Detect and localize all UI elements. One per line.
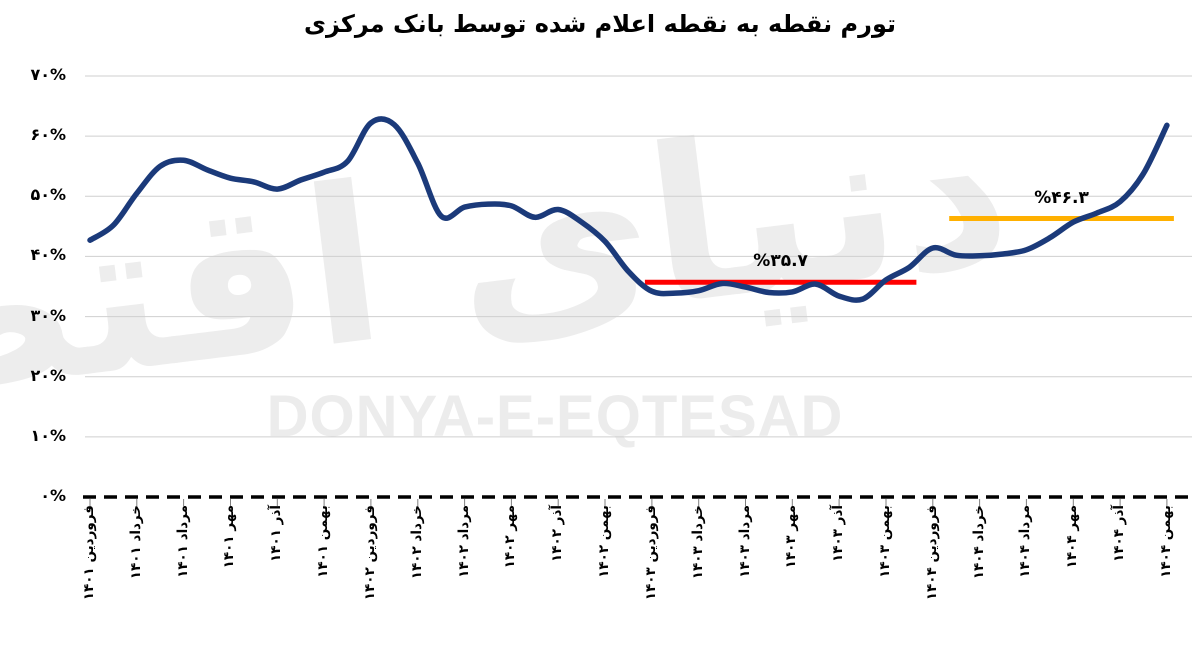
x-axis-label: آذر ۱۴۰۳ xyxy=(830,505,847,562)
x-axis-label: مرداد ۱۴۰۴ xyxy=(1017,505,1034,578)
x-axis-label: مرداد ۱۴۰۱ xyxy=(174,505,191,578)
x-axis-label: مرداد ۱۴۰۲ xyxy=(455,505,472,578)
y-axis-label: ۱۰% xyxy=(30,425,66,445)
x-axis-label: مرداد ۱۴۰۳ xyxy=(736,505,753,578)
x-axis-label: مهر ۱۴۰۳ xyxy=(783,505,800,569)
inflation-line-series xyxy=(87,116,1170,303)
x-axis-label: خرداد ۱۴۰۲ xyxy=(408,505,425,580)
y-axis-label: ۴۰% xyxy=(30,245,66,265)
annotation-label-orange: %۴۶.۳ xyxy=(1034,187,1089,208)
x-axis-label: فروردین ۱۴۰۲ xyxy=(361,505,378,601)
annotation-label-red: %۳۵.۷ xyxy=(753,251,808,272)
x-axis-label: آذر ۱۴۰۴ xyxy=(1111,505,1128,562)
x-axis-label: مهر ۱۴۰۱ xyxy=(221,505,238,569)
x-axis-label: فروردین ۱۴۰۳ xyxy=(642,505,659,601)
x-axis-label: بهمن ۱۴۰۴ xyxy=(1157,505,1174,578)
x-axis-label: فروردین ۱۴۰۴ xyxy=(923,505,940,601)
watermark-latin: DONYA-E-EQTESAD xyxy=(266,384,844,449)
x-axis-label: مهر ۱۴۰۲ xyxy=(502,505,519,569)
x-axis-label: بهمن ۱۴۰۳ xyxy=(876,505,893,578)
y-axis-label: ۶۰% xyxy=(30,125,66,145)
y-axis-label: ۷۰% xyxy=(30,65,66,84)
x-axis-label: خرداد ۱۴۰۱ xyxy=(127,505,144,580)
y-axis-label: ۵۰% xyxy=(30,185,66,205)
chart-title: تورم نقطه به نقطه اعلام شده توسط بانک مر… xyxy=(303,10,897,38)
x-axis-label: مهر ۱۴۰۴ xyxy=(1064,505,1081,569)
y-axis-label: ۳۰% xyxy=(30,305,66,325)
y-axis-label: ۰% xyxy=(40,486,66,505)
x-axis-label: فروردین ۱۴۰۱ xyxy=(81,505,97,601)
x-axis-label: بهمن ۱۴۰۲ xyxy=(596,505,613,578)
x-axis-label: خرداد ۱۴۰۴ xyxy=(970,505,987,580)
x-axis-label: بهمن ۱۴۰۱ xyxy=(315,505,332,578)
x-axis-label: آذر ۱۴۰۱ xyxy=(268,505,285,562)
x-axis-label: خرداد ۱۴۰۳ xyxy=(689,505,706,580)
x-axis-label: آذر ۱۴۰۲ xyxy=(549,505,566,562)
y-axis-label: ۲۰% xyxy=(30,365,66,385)
